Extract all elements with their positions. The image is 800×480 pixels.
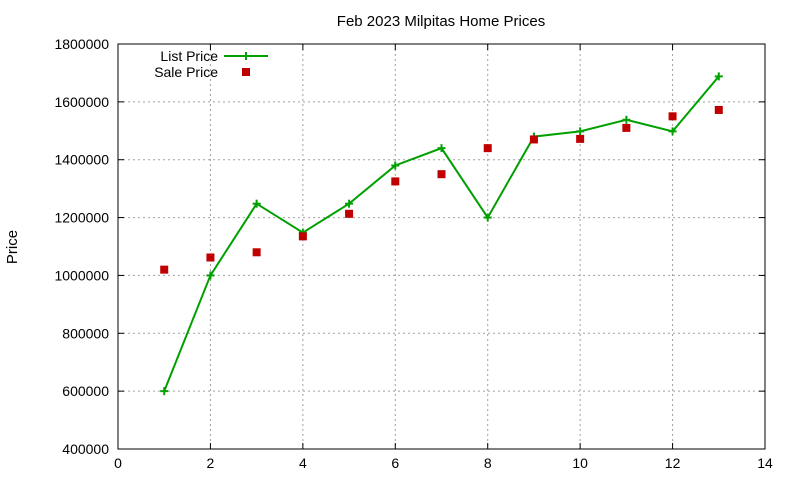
x-tick-label: 6	[391, 455, 399, 471]
data-point	[391, 177, 400, 186]
y-tick-label: 1000000	[54, 267, 109, 283]
data-point	[622, 115, 631, 124]
legend-marker	[242, 68, 250, 76]
y-tick-label: 400000	[62, 441, 109, 457]
series-list-price	[160, 72, 723, 396]
data-point	[206, 253, 215, 262]
y-tick-label: 1800000	[54, 36, 109, 52]
data-point	[345, 209, 354, 218]
x-tick-label: 12	[665, 455, 681, 471]
plot-frame	[117, 43, 766, 450]
data-point	[160, 387, 169, 396]
x-tick-label: 14	[757, 455, 773, 471]
data-point	[437, 170, 446, 179]
legend-label: Sale Price	[154, 64, 218, 80]
x-tick-label: 4	[299, 455, 307, 471]
data-point	[483, 144, 492, 153]
x-tick-label: 0	[114, 455, 122, 471]
data-point	[345, 199, 354, 208]
data-point	[252, 248, 261, 257]
data-point	[437, 144, 446, 153]
y-tick-label: 1400000	[54, 152, 109, 168]
data-point	[391, 161, 400, 170]
data-point	[714, 72, 723, 81]
data-point	[298, 232, 307, 241]
y-tick-label: 1200000	[54, 210, 109, 226]
series-line	[163, 75, 720, 392]
x-tick-label: 2	[207, 455, 215, 471]
data-point	[622, 123, 631, 132]
legend-label: List Price	[160, 48, 218, 64]
y-tick-label: 600000	[62, 383, 109, 399]
data-point	[576, 134, 585, 143]
x-tick-label: 10	[572, 455, 588, 471]
legend-marker	[242, 52, 250, 60]
grid-lines	[118, 44, 765, 449]
y-tick-label: 1600000	[54, 94, 109, 110]
data-point	[714, 105, 723, 114]
series-layer	[160, 72, 723, 396]
data-point	[160, 265, 169, 274]
data-point	[252, 199, 261, 208]
y-tick-label: 800000	[62, 325, 109, 341]
data-point	[668, 112, 677, 121]
data-point	[206, 271, 215, 280]
data-point	[668, 127, 677, 136]
x-tick-label: 8	[484, 455, 492, 471]
chart-title: Feb 2023 Milpitas Home Prices	[337, 13, 545, 30]
data-point	[529, 135, 538, 144]
data-point	[576, 127, 585, 136]
series-sale-price	[160, 105, 723, 274]
data-point	[483, 213, 492, 222]
y-axis-label: Price	[4, 230, 21, 264]
axis-ticks: 0 2 4 6 8 10 12 14 400000 600000 800000 1000000 1200…	[54, 36, 773, 471]
